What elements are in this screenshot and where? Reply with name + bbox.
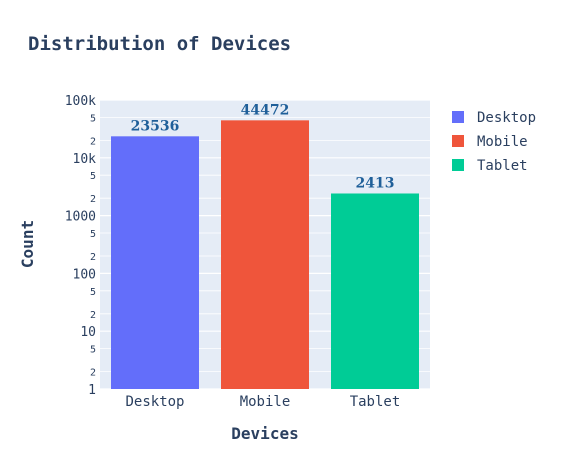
y-tick-label: 5 bbox=[90, 113, 96, 124]
y-tick-label: 5 bbox=[90, 287, 96, 298]
x-tick-label: Desktop bbox=[125, 394, 184, 410]
legend-item-mobile[interactable]: Mobile bbox=[452, 134, 528, 150]
data-label-desktop: 23536 bbox=[131, 118, 180, 134]
y-tick-label: 2 bbox=[90, 368, 96, 379]
legend-item-tablet[interactable]: Tablet bbox=[452, 158, 528, 174]
y-tick-label: 5 bbox=[90, 229, 96, 240]
x-tick-label: Mobile bbox=[240, 394, 291, 410]
y-tick-label: 10k bbox=[73, 152, 97, 167]
legend-label: Tablet bbox=[477, 158, 528, 174]
x-axis-ticks: Desktop Mobile Tablet bbox=[125, 394, 400, 410]
data-labels: 23536 44472 2413 bbox=[131, 102, 395, 191]
bar-mobile[interactable] bbox=[221, 120, 309, 390]
bar-desktop[interactable] bbox=[111, 136, 199, 389]
legend-swatch bbox=[452, 159, 464, 171]
legend[interactable]: Desktop Mobile Tablet bbox=[452, 110, 536, 174]
y-axis-title: Count bbox=[18, 220, 37, 268]
y-tick-label: 1000 bbox=[65, 210, 96, 225]
legend-label: Desktop bbox=[477, 110, 536, 126]
y-tick-label: 100k bbox=[65, 94, 96, 109]
y-tick-label: 10 bbox=[80, 325, 96, 340]
bar-tablet[interactable] bbox=[331, 193, 419, 389]
legend-item-desktop[interactable]: Desktop bbox=[452, 110, 536, 126]
y-tick-label: 2 bbox=[90, 310, 96, 321]
y-tick-label: 2 bbox=[90, 136, 96, 147]
y-axis-ticks: 1 10 100 1000 10k 100k 2 5 2 5 2 5 2 5 2 5 bbox=[65, 94, 96, 398]
x-tick-label: Tablet bbox=[350, 394, 401, 410]
legend-swatch bbox=[452, 135, 464, 147]
y-tick-label: 2 bbox=[90, 252, 96, 263]
data-label-mobile: 44472 bbox=[241, 102, 290, 118]
y-tick-label: 5 bbox=[90, 345, 96, 356]
y-tick-label: 100 bbox=[73, 267, 96, 282]
x-axis-title: Devices bbox=[231, 424, 298, 443]
y-tick-label: 5 bbox=[90, 171, 96, 182]
legend-swatch bbox=[452, 111, 464, 123]
chart-title: Distribution of Devices bbox=[28, 33, 291, 55]
bars bbox=[111, 120, 419, 390]
legend-label: Mobile bbox=[477, 134, 528, 150]
y-tick-label: 2 bbox=[90, 194, 96, 205]
data-label-tablet: 2413 bbox=[356, 175, 395, 191]
y-tick-label: 1 bbox=[88, 383, 96, 398]
